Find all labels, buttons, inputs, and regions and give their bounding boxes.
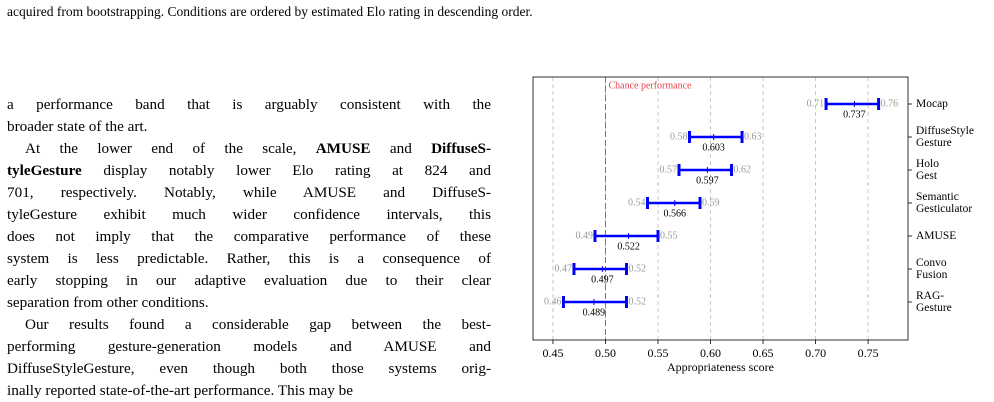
y-tick-label: Semantic Gesticulator: [916, 191, 972, 215]
upper-label: 0.63: [744, 131, 762, 142]
plot-frame: [532, 76, 909, 341]
x-tick-label: 0.65: [753, 346, 774, 360]
y-tick-label: Mocap: [916, 98, 948, 110]
x-tick-label: 0.70: [805, 346, 826, 360]
x-tick-label: 0.45: [542, 346, 563, 360]
mean-label: 0.497: [591, 274, 614, 285]
y-tick-label: Convo Fusion: [916, 257, 948, 281]
upper-label: 0.52: [628, 263, 646, 274]
lower-label: 0.47: [554, 263, 572, 274]
upper-label: 0.59: [702, 197, 720, 208]
y-tick-label: AMUSE: [916, 230, 956, 242]
paragraph: a performance band that is arguably cons…: [7, 94, 491, 138]
paragraph: At the lower end of the scale, AMUSE and…: [7, 138, 491, 314]
text: and: [370, 140, 432, 157]
text-line: early stopping in our adaptive evaluatio…: [7, 270, 491, 292]
text-line: tyleGesture exhibit much wider confidenc…: [7, 204, 491, 226]
lower-label: 0.46: [544, 296, 562, 307]
lower-label: 0.54: [628, 197, 646, 208]
text-line: Our results found a considerable gap bet…: [7, 314, 491, 336]
text: At the lower end of the scale,: [25, 140, 316, 157]
y-tick-label: Holo Gest: [916, 158, 939, 182]
bold-text: AMUSE: [315, 140, 371, 157]
paragraph: Our results found a considerable gap bet…: [7, 314, 491, 402]
figure-caption: acquired from bootstrapping. Conditions …: [7, 4, 533, 19]
text: does not imply that the comparative perf…: [7, 228, 491, 245]
text: Our results found a considerable gap bet…: [25, 316, 491, 333]
x-tick-label: 0.50: [595, 346, 616, 360]
text: DiffuseStyleGesture, even though both th…: [7, 360, 491, 377]
upper-label: 0.52: [628, 296, 646, 307]
text-line: tyleGesture display notably lower Elo ra…: [7, 160, 491, 182]
text: separation from other conditions.: [7, 294, 209, 311]
reference-label: Chance performance: [608, 80, 692, 91]
text-line: a performance band that is arguably cons…: [7, 94, 491, 116]
y-tick-label: DiffuseStyle Gesture: [916, 125, 974, 149]
mean-label: 0.603: [702, 142, 725, 153]
text: a performance band that is arguably cons…: [7, 96, 491, 113]
x-axis-label: Appropriateness score: [667, 360, 774, 374]
bold-text: DiffuseS-: [431, 140, 491, 157]
upper-label: 0.55: [660, 230, 678, 241]
text-line: performing gesture-generation models and…: [7, 336, 491, 358]
text-line: separation from other conditions.: [7, 292, 491, 314]
bold-text: tyleGesture: [7, 162, 82, 179]
x-tick-label: 0.60: [700, 346, 721, 360]
text: display notably lower Elo rating at 824 …: [81, 162, 491, 179]
text: performing gesture-generation models and…: [7, 338, 491, 355]
mean-label: 0.566: [664, 208, 687, 219]
text-line: inally reported state-of-the-art perform…: [7, 380, 491, 402]
text: system is less predictable. Rather, this…: [7, 250, 491, 267]
text: broader state of the art.: [7, 118, 148, 135]
text-line: 701, respectively. Notably, while AMUSE …: [7, 182, 491, 204]
text-line: broader state of the art.: [7, 116, 491, 138]
mean-label: 0.489: [583, 307, 606, 318]
mean-label: 0.597: [696, 175, 719, 186]
x-tick-label: 0.75: [858, 346, 879, 360]
text: tyleGesture exhibit much wider confidenc…: [7, 206, 491, 223]
body-text: a performance band that is arguably cons…: [7, 94, 491, 402]
text-line: does not imply that the comparative perf…: [7, 226, 491, 248]
lower-label: 0.57: [660, 164, 678, 175]
text-line: system is less predictable. Rather, this…: [7, 248, 491, 270]
lower-label: 0.49: [575, 230, 593, 241]
text-line: DiffuseStyleGesture, even though both th…: [7, 358, 491, 380]
text: early stopping in our adaptive evaluatio…: [7, 272, 491, 289]
lower-label: 0.58: [670, 131, 688, 142]
text: 701, respectively. Notably, while AMUSE …: [7, 184, 491, 201]
x-tick-label: 0.55: [648, 346, 669, 360]
text-line: At the lower end of the scale, AMUSE and…: [7, 138, 491, 160]
text: inally reported state-of-the-art perform…: [7, 382, 353, 399]
mean-label: 0.522: [617, 241, 640, 252]
mean-label: 0.737: [843, 109, 866, 120]
upper-label: 0.76: [881, 98, 899, 109]
lower-label: 0.71: [807, 98, 825, 109]
upper-label: 0.62: [734, 164, 752, 175]
y-tick-label: RAG-Gesture: [916, 290, 952, 314]
